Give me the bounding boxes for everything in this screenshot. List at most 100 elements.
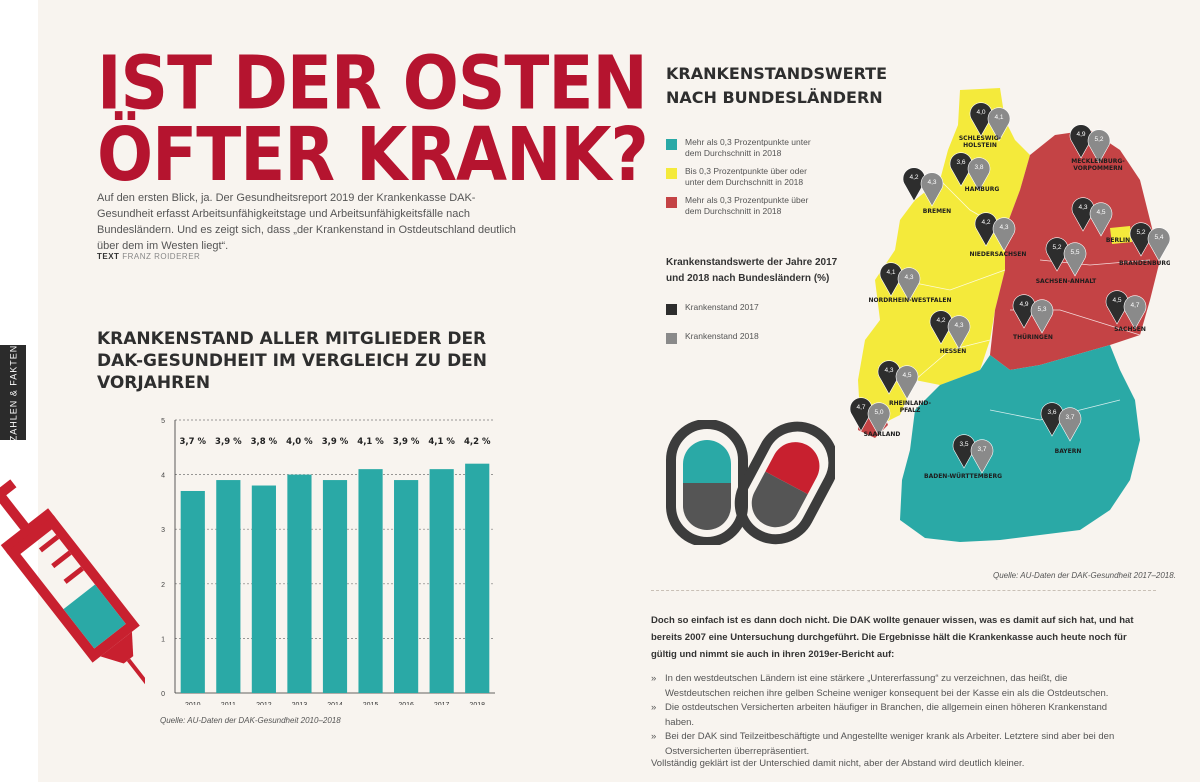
pin-value: 4,3	[954, 322, 963, 329]
state-label: VORPOMMERN	[1073, 165, 1122, 172]
bar	[216, 480, 241, 693]
x-tick-label: 2012	[256, 702, 272, 705]
x-tick-label: 2016	[398, 702, 414, 705]
state-label: HAMBURG	[965, 186, 1000, 193]
bar-data-label: 4,1 %	[357, 437, 384, 447]
state-label: BRANDENBURG	[1119, 260, 1170, 267]
bar-chart: 0 1 2 3 4 5 3,7 % 2010 3,9 % 2011 3,8 % 2012 4,0 % 20…	[161, 418, 495, 705]
bullet-list: In den westdeutschen Ländern ist eine st…	[651, 672, 1131, 759]
map-region-south	[900, 345, 1140, 542]
map-pin-icon	[1058, 407, 1082, 442]
x-tick-label: 2018	[469, 702, 485, 705]
legend-label: Krankenstand 2017	[685, 302, 759, 312]
state-label: SCHLESWIG-	[959, 135, 1002, 142]
pin-value: 3,7	[977, 446, 986, 453]
byline-author: FRANZ ROIDERER	[122, 252, 201, 261]
map-pin-icon	[1089, 202, 1113, 237]
bar-data-label: 3,8 %	[251, 437, 278, 447]
state-label: RHEINLAND-	[889, 400, 932, 407]
y-tick-label: 1	[161, 636, 165, 643]
closing-text: Vollständig geklärt ist der Unterschied …	[651, 758, 1025, 769]
state-label: MECKLENBURG-	[1071, 158, 1125, 165]
legend-item-teal: Mehr als 0,3 Prozentpunkte unter dem Dur…	[666, 137, 826, 159]
map-title-line-1: KRANKENSTANDSWERTE	[666, 64, 888, 83]
state-label: NIEDERSACHSEN	[970, 251, 1027, 258]
pills-illustration	[666, 420, 835, 545]
pin-value: 4,7	[856, 404, 865, 411]
map-pin-icon	[920, 172, 944, 207]
pin-value: 4,9	[1019, 301, 1028, 308]
x-tick-label: 2013	[292, 702, 308, 705]
pin-value: 4,3	[999, 224, 1008, 231]
map-pin-icon	[1147, 227, 1170, 262]
bar-chart-title: KRANKENSTAND ALLER MITGLIEDER DER DAK-GE…	[97, 329, 488, 393]
pin-value: 4,5	[1096, 209, 1105, 216]
map-pin-icon	[867, 402, 891, 437]
legend-label: Mehr als 0,3 Prozentpunkte unter dem Dur…	[685, 137, 811, 158]
pin-value: 4,5	[1112, 297, 1121, 304]
bullet-item: Bei der DAK sind Teilzeitbeschäftigte un…	[651, 730, 1131, 759]
pin-value: 5,3	[1037, 306, 1046, 313]
bar	[358, 469, 383, 693]
pin-value: 4,1	[994, 114, 1003, 121]
bar-data-label: 4,0 %	[286, 437, 313, 447]
state-label: SACHSEN	[1114, 326, 1146, 333]
legend-swatch	[666, 197, 677, 208]
byline-label: TEXT	[97, 252, 120, 261]
pin-value: 4,3	[1078, 204, 1087, 211]
legend2-title: Krankenstandswerte der Jahre 2017 und 20…	[666, 257, 838, 284]
map-source: Quelle: AU-Daten der DAK-Gesundheit 2017…	[993, 571, 1176, 580]
map-pin-icon	[1087, 129, 1111, 164]
legend-swatch	[666, 333, 677, 344]
legend-item-yellow: Bis 0,3 Prozentpunkte über oder unter de…	[666, 166, 826, 188]
map-pin-icon	[947, 315, 971, 350]
x-tick-label: 2010	[185, 702, 201, 705]
byline: TEXT FRANZ ROIDERER	[97, 252, 200, 261]
pin-value: 4,2	[981, 219, 990, 226]
state-label: BERLIN	[1106, 237, 1130, 244]
body-lead: Doch so einfach ist es dann doch nicht. …	[651, 615, 1134, 660]
legend-label: Krankenstand 2018	[685, 331, 759, 341]
syringe-illustration	[0, 479, 145, 705]
intro-text: Auf den ersten Blick, ja. Der Gesundheit…	[97, 192, 516, 252]
map-pin-icon	[967, 157, 991, 192]
map-title: KRANKENSTANDSWERTE NACH BUNDESLÄNDERN	[666, 62, 887, 110]
x-tick-label: 2014	[327, 702, 343, 705]
bar-data-label: 4,2 %	[464, 437, 491, 447]
state-label: HESSEN	[940, 348, 967, 355]
pin-value: 4,2	[909, 174, 918, 181]
section-tab-label: ZAHLEN & FAKTEN	[8, 344, 18, 441]
y-tick-label: 0	[161, 691, 165, 698]
x-tick-label: 2011	[221, 702, 236, 705]
map-title-line-2: NACH BUNDESLÄNDERN	[666, 88, 883, 107]
legend-label: Bis 0,3 Prozentpunkte über oder unter de…	[685, 166, 807, 187]
legend-swatch	[666, 168, 677, 179]
pin-value: 4,1	[886, 269, 895, 276]
legend-item-2018: Krankenstand 2018	[666, 331, 826, 344]
legend-swatch	[666, 139, 677, 150]
bar	[287, 474, 312, 693]
bar	[251, 485, 276, 693]
legend-label: Mehr als 0,3 Prozentpunkte über dem Durc…	[685, 195, 809, 216]
bar-data-label: 3,9 %	[215, 437, 242, 447]
bar-chart-source: Quelle: AU-Daten der DAK-Gesundheit 2010…	[160, 716, 341, 725]
map-pin-icon	[1063, 242, 1087, 277]
map-region-berlin	[1110, 226, 1132, 244]
pin-value: 4,9	[1076, 131, 1085, 138]
pin-value: 5,2	[1136, 229, 1145, 236]
pin-value: 3,5	[959, 441, 968, 448]
pin-value: 5,2	[1052, 244, 1061, 251]
headline-line-1: IST DER OSTEN	[97, 40, 648, 127]
pin-value: 4,7	[1130, 302, 1139, 309]
y-tick-label: 4	[161, 473, 165, 480]
bar	[465, 463, 490, 693]
map-pin-icon	[992, 217, 1016, 252]
pin-value: 4,5	[902, 372, 911, 379]
map-pin-icon	[895, 365, 919, 400]
pin-value: 5,4	[1154, 234, 1163, 241]
pin-value: 5,0	[874, 409, 883, 416]
state-label: NORDRHEIN-WESTFALEN	[868, 297, 951, 304]
pin-value: 4,3	[904, 274, 913, 281]
pin-value: 3,7	[1065, 414, 1074, 421]
bullet-item: In den westdeutschen Ländern ist eine st…	[651, 672, 1131, 701]
